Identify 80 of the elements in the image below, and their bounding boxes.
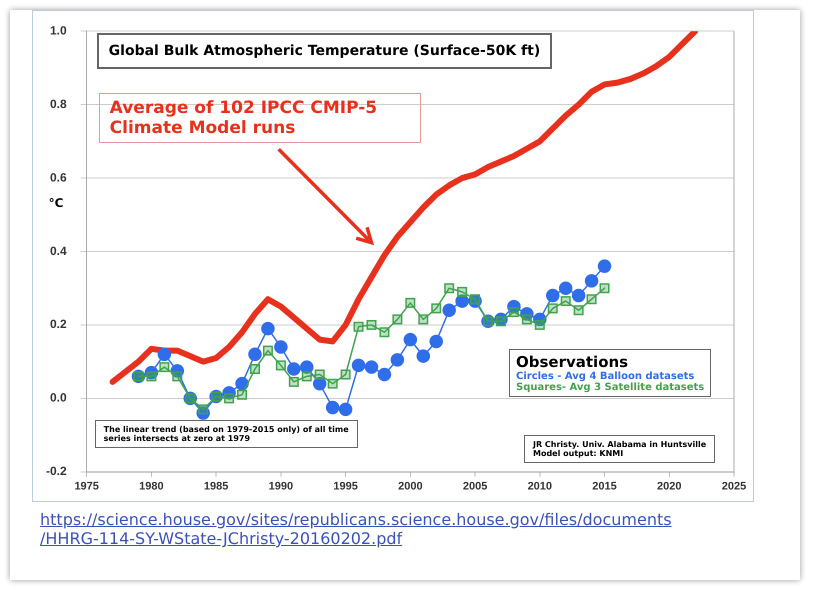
- text: Squares- Avg 3 Satellite datasets: [516, 382, 704, 393]
- text: https://science.house.gov/sites/republicans.science.house.gov/files/documents /HHRG-114-SY-WState-JChristy-20160202.pdf: [40, 510, 672, 548]
- point: [600, 283, 610, 294]
- point: [196, 406, 210, 420]
- point: [248, 348, 262, 362]
- x-tick-label: 1995: [333, 480, 358, 492]
- text: Global Bulk Atmospheric Temperature (Surface-50K ft): [96, 33, 552, 70]
- point: [222, 386, 236, 400]
- point: [274, 340, 288, 354]
- point: [250, 364, 260, 374]
- y-tick-label: 0.2: [50, 317, 67, 332]
- x-tick-label: 1985: [204, 480, 228, 492]
- point: [455, 294, 469, 308]
- x-tick-label: 2025: [722, 480, 746, 492]
- y-tick-label: 0.0: [50, 390, 67, 405]
- x-tick-label: 2020: [657, 480, 682, 492]
- y-tick-label: -0.2: [46, 464, 67, 478]
- point: [158, 348, 172, 362]
- point: [288, 376, 299, 387]
- x-tick-label: 2015: [592, 480, 617, 492]
- point: [354, 322, 364, 332]
- point: [405, 298, 416, 308]
- annotation: JR Christy. Univ. Alabama in Huntsville Model output: KNMI: [524, 435, 716, 464]
- x-tick-label: 2005: [462, 480, 488, 492]
- x-tick-label: 2010: [528, 480, 552, 492]
- point: [598, 259, 612, 273]
- point: [507, 300, 521, 314]
- y-tick-label: 0.8: [50, 96, 67, 111]
- point: [235, 376, 249, 390]
- y-tick-label: 0.4: [50, 244, 67, 258]
- point: [314, 370, 325, 380]
- annotation: Average of 102 IPCC CMIP-5 Climate Model runs: [98, 93, 421, 144]
- text: Circles - Avg 4 Balloon datasets: [516, 370, 696, 382]
- point: [328, 378, 338, 389]
- point: [431, 303, 442, 314]
- point: [392, 314, 402, 324]
- point: [302, 371, 312, 382]
- point: [586, 294, 597, 304]
- point: [404, 332, 418, 346]
- point: [572, 288, 586, 302]
- point: [261, 322, 275, 336]
- x-tick-label: 1980: [139, 480, 164, 492]
- point: [558, 281, 572, 295]
- point: [444, 283, 454, 294]
- point: [520, 307, 534, 321]
- point: [287, 362, 301, 376]
- y-tick-label: 0.6: [50, 170, 67, 184]
- point: [442, 303, 456, 317]
- point: [560, 296, 571, 306]
- x-tick-label: 1990: [268, 480, 294, 492]
- point: [379, 327, 390, 338]
- point: [276, 360, 286, 370]
- point: [364, 360, 378, 374]
- annotation: The linear trend (based on 1979-2015 only) of all time series intersects at zero at 1979: [94, 420, 358, 448]
- point: [159, 362, 170, 372]
- y-tick-label: 1.0: [50, 24, 67, 38]
- point: [312, 376, 326, 390]
- point: [574, 305, 584, 316]
- point: [416, 349, 430, 363]
- point: [237, 390, 248, 400]
- legend-title: Observations: [516, 352, 630, 371]
- point: [326, 400, 340, 414]
- point: [390, 353, 404, 367]
- y-axis-title: °C: [48, 196, 64, 210]
- point: [300, 360, 314, 374]
- point: [340, 370, 351, 380]
- point: [457, 286, 468, 297]
- x-tick-label: 1975: [74, 480, 99, 492]
- point: [352, 358, 366, 372]
- point: [508, 307, 519, 318]
- point: [584, 274, 598, 288]
- point: [262, 346, 273, 356]
- point: [418, 314, 428, 324]
- point: [429, 334, 443, 348]
- point: [338, 402, 352, 416]
- x-tick-label: 2000: [398, 480, 423, 492]
- point: [548, 303, 558, 314]
- point: [378, 368, 392, 382]
- point: [546, 288, 560, 302]
- point: [366, 320, 376, 330]
